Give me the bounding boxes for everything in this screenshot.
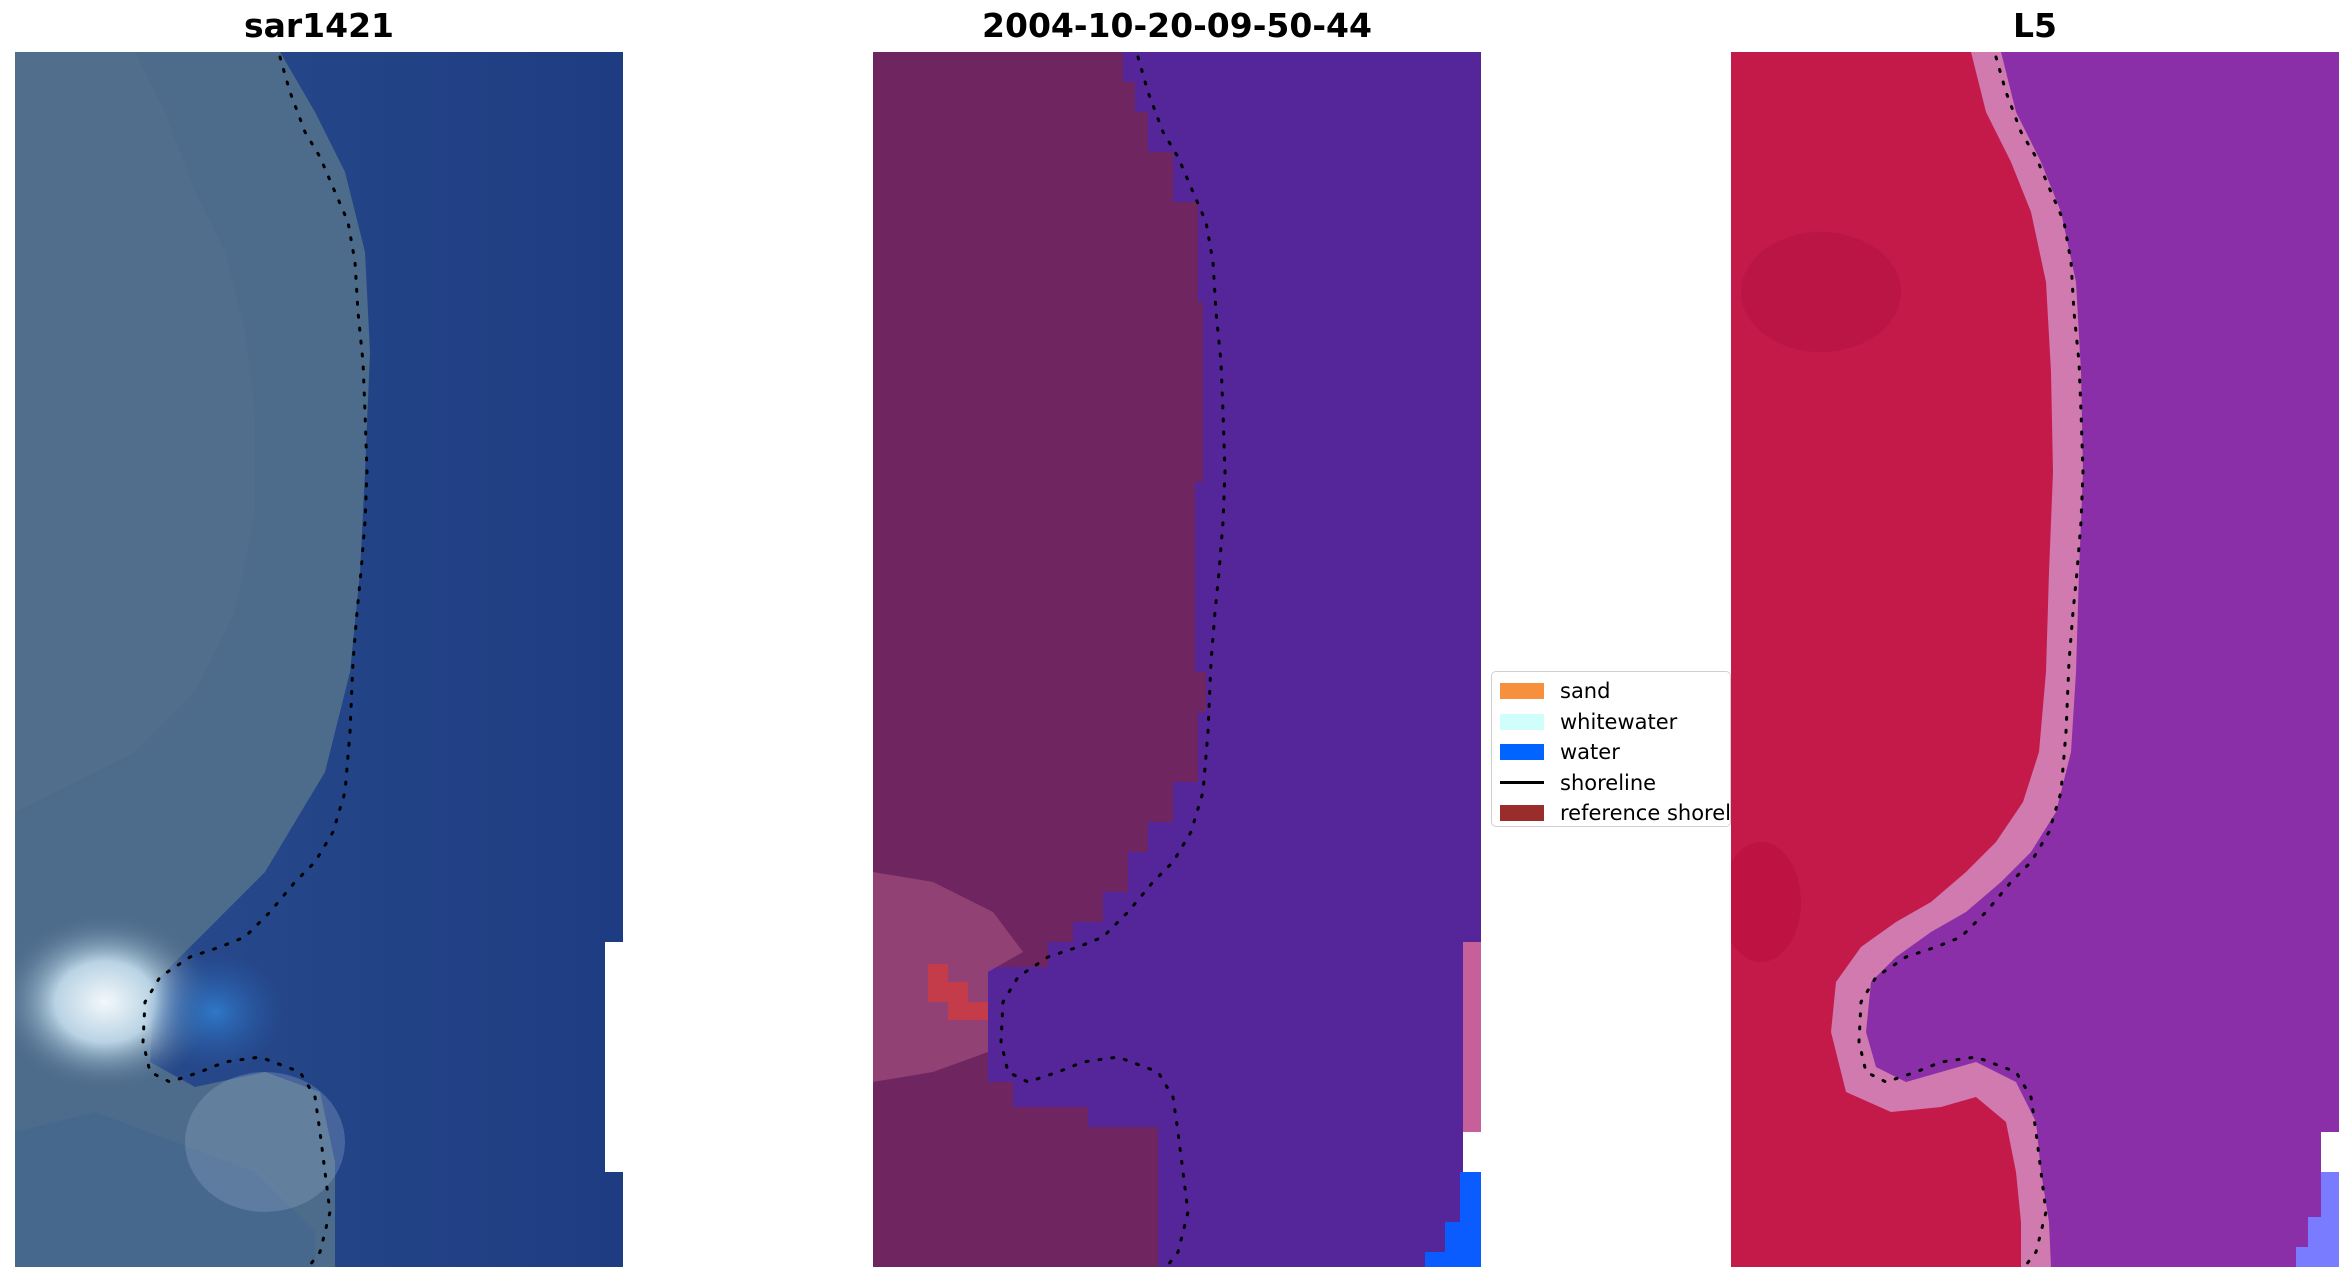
classified-image bbox=[873, 52, 1481, 1267]
classification-panel bbox=[873, 52, 1481, 1267]
shoreline-dots bbox=[141, 55, 369, 1267]
shoreline-dots bbox=[1857, 55, 2085, 1267]
legend-item-water: water bbox=[1500, 737, 1730, 768]
legend-item-shoreline: shoreline bbox=[1500, 768, 1730, 799]
legend-item-sand: sand bbox=[1500, 676, 1730, 707]
panel-title-classification: 2004-10-20-09-50-44 bbox=[982, 6, 1372, 45]
legend-label: sand bbox=[1560, 679, 1611, 704]
legend-label: whitewater bbox=[1560, 709, 1678, 734]
water-swatch bbox=[1500, 744, 1544, 761]
legend-label: shoreline bbox=[1560, 770, 1657, 795]
legend-label: water bbox=[1560, 740, 1620, 765]
legend-item-reference-shoreline: reference shoreline bbox=[1500, 798, 1731, 826]
panel-title-index: L5 bbox=[2013, 6, 2057, 45]
whitewater-swatch bbox=[1500, 713, 1544, 730]
rgb-satellite-image bbox=[15, 52, 623, 1267]
legend-item-whitewater: whitewater bbox=[1500, 707, 1730, 738]
reference-shoreline-swatch bbox=[1500, 805, 1544, 822]
index-image-panel bbox=[1731, 52, 2339, 1267]
sand-swatch bbox=[1500, 683, 1544, 700]
rgb-image-panel bbox=[15, 52, 623, 1267]
water-index-image bbox=[1731, 52, 2339, 1267]
legend: sand whitewater water shoreline referenc… bbox=[1491, 671, 1731, 827]
shoreline-line-swatch bbox=[1500, 781, 1544, 785]
legend-label: reference shoreline bbox=[1560, 801, 1731, 826]
shoreline-dots bbox=[999, 55, 1227, 1267]
panel-title-rgb: sar1421 bbox=[243, 6, 395, 45]
